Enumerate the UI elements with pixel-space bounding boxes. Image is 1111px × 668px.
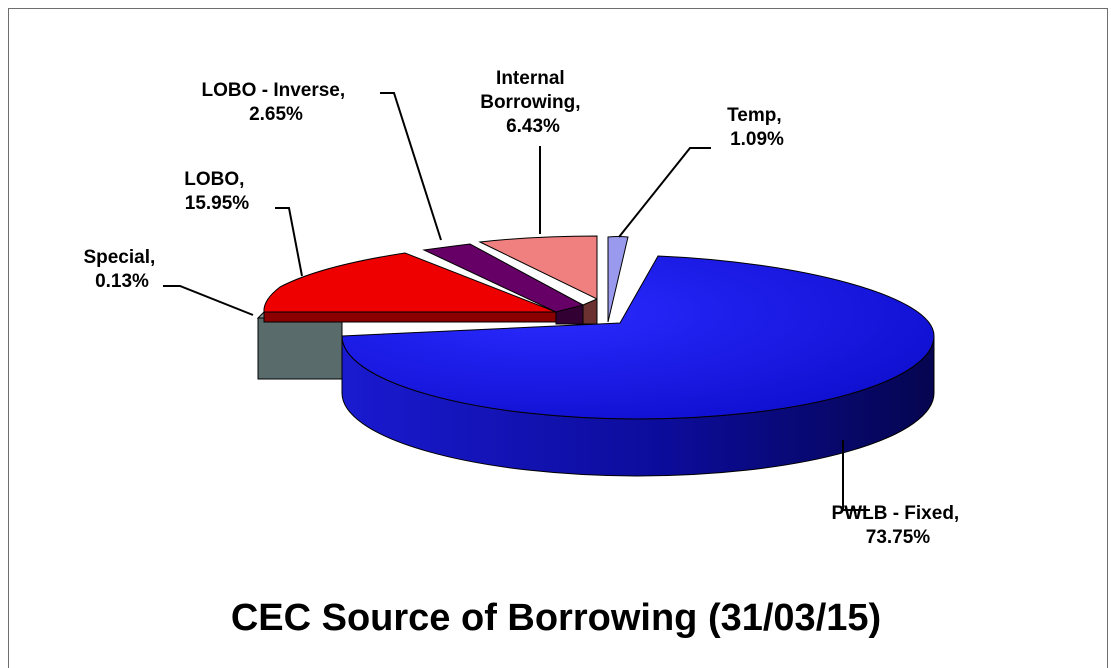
leader-lobo	[275, 207, 303, 277]
slice-lobo-side	[263, 311, 557, 323]
slice-internal-side	[582, 298, 598, 325]
leader-special	[163, 285, 254, 316]
slice-internal-borrowing	[478, 235, 598, 325]
label-internal-borrowing: Internal Borrowing, 6.43%	[480, 68, 586, 137]
slice-internal-top	[478, 235, 598, 300]
label-lobo-inverse: LOBO - Inverse, 2.65%	[202, 80, 351, 125]
leader-lobo-inverse	[380, 92, 442, 241]
slice-pwlb-top	[341, 255, 935, 420]
leader-pwlb-fixed	[842, 440, 870, 511]
slice-temp	[607, 236, 629, 323]
leader-temp	[618, 147, 711, 238]
slice-lobo	[263, 252, 557, 323]
label-lobo: LOBO, 15.95%	[184, 169, 249, 214]
slice-lobo-top	[263, 252, 557, 313]
chart-title: CEC Source of Borrowing (31/03/15)	[231, 597, 881, 639]
slice-special-face	[257, 317, 343, 380]
label-temp: Temp, 1.09%	[727, 105, 787, 150]
slice-temp-top	[607, 236, 629, 323]
label-special: Special, 0.13%	[83, 247, 160, 292]
slice-pwlb-fixed	[341, 255, 935, 477]
slice-lobo-inverse-top	[422, 243, 585, 313]
label-pwlb-fixed: PWLB - Fixed, 73.75%	[831, 503, 964, 548]
